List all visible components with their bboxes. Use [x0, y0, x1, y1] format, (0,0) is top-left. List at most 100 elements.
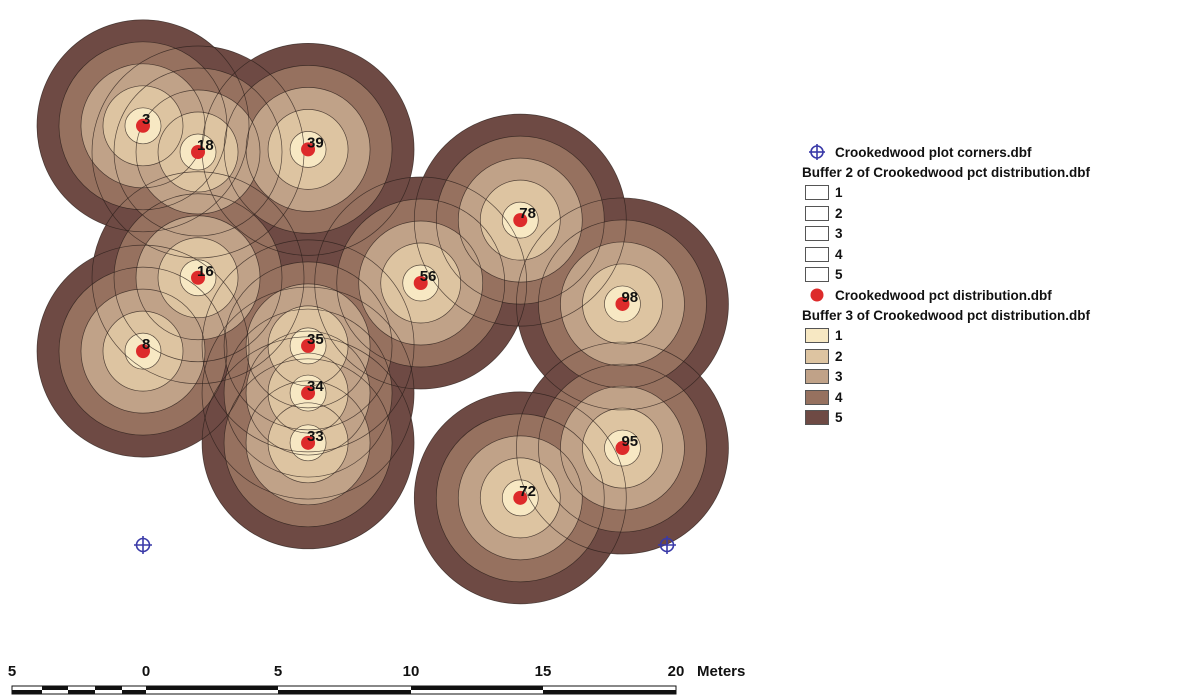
buffer-outline-2 [267, 109, 349, 190]
buffer-outline-2 [582, 407, 663, 489]
buffer-outline-4 [223, 358, 393, 528]
legend-buffer2-class-2: 2 [802, 203, 1182, 224]
buffer-outline-1 [604, 429, 641, 467]
buffer-2-outline-layer [36, 19, 729, 605]
buffer-outline-3 [245, 87, 371, 212]
scale-segment [68, 690, 95, 694]
scale-tick-label: 0 [142, 663, 150, 680]
buffer-outline-4 [223, 308, 393, 478]
buffer-outline-1 [124, 332, 162, 370]
plot-corner-icon [134, 536, 152, 554]
distribution-point [615, 296, 630, 311]
legend-buffer2-class-label: 4 [835, 246, 843, 262]
legend-buffer2-class-label: 5 [835, 267, 843, 283]
distribution-point [301, 142, 316, 157]
scale-bar: 5 0 5 10 15 20 Meters [8, 663, 745, 695]
buffer-outline-2 [102, 310, 184, 392]
buffer-outline-5 [516, 341, 729, 555]
scale-segment [122, 690, 146, 694]
buffer-outline-5 [314, 176, 528, 390]
buffer-outline-1 [604, 285, 641, 323]
buffer-outline-3 [80, 288, 206, 414]
buffer-outline-1 [289, 131, 327, 168]
point-label: 16 [197, 263, 214, 280]
buffer-map: 3 18 39 16 56 78 98 8 35 34 33 95 72 [36, 19, 729, 605]
buffer-outline-2 [479, 457, 561, 539]
legend-buffer2-swatch [805, 226, 829, 242]
buffer-outline-3 [560, 241, 685, 367]
legend-buffer2-classes: 1 2 3 4 5 [802, 183, 1182, 286]
scale-segment [95, 686, 122, 690]
buffer-outline-4 [538, 363, 707, 533]
legend-buffer3-swatch [805, 369, 829, 385]
legend-buffer3-swatch [805, 328, 829, 344]
buffer-outline-1 [501, 201, 539, 239]
legend-buffer2-class-label: 1 [835, 185, 843, 201]
legend-buffer3-class-1: 1 [802, 326, 1182, 347]
distribution-point [136, 344, 150, 359]
scale-tick-label: 5 [274, 663, 282, 680]
legend-buffer3-class-label: 3 [835, 369, 843, 385]
buffer-outline-4 [113, 67, 283, 237]
legend-points-label: Crookedwood pct distribution.dbf [835, 287, 1052, 303]
buffer-outline-4 [113, 193, 283, 363]
legend-buffer3-class-label: 2 [835, 348, 843, 364]
buffer-outline-1 [289, 424, 327, 462]
point-label: 72 [519, 483, 536, 500]
distribution-point [301, 338, 316, 353]
legend-buffer2-swatch [805, 205, 829, 221]
legend-buffer3-swatch [805, 389, 829, 405]
legend-buffer3-class-2: 2 [802, 346, 1182, 367]
legend-buffer2-class-5: 5 [802, 265, 1182, 286]
distribution-point [513, 490, 528, 505]
distribution-points-layer: 3 18 39 16 56 78 98 8 35 34 33 95 72 [136, 111, 638, 505]
buffer-outline-4 [223, 261, 393, 431]
point-label: 34 [307, 378, 324, 395]
legend-buffer2-class-label: 2 [835, 205, 843, 221]
buffer-outline-5 [36, 244, 250, 458]
buffer-outline-5 [201, 336, 415, 550]
legend-buffer3-swatch [805, 410, 829, 426]
point-label: 98 [621, 289, 638, 306]
red-dot-icon [810, 288, 824, 302]
buffer-outline-3 [245, 283, 371, 409]
buffer-outline-5 [201, 286, 415, 500]
legend-buffer3-class-label: 4 [835, 389, 843, 405]
buffer-outline-4 [58, 41, 228, 211]
distribution-point [191, 270, 206, 285]
point-label: 33 [307, 428, 324, 445]
scale-segment [543, 690, 676, 694]
map-legend: Crookedwood plot corners.dbf Buffer 2 of… [802, 142, 1182, 428]
legend-buffer3-class-3: 3 [802, 367, 1182, 388]
scale-bar-segments [11, 685, 677, 695]
buffer-outline-5 [516, 197, 729, 411]
plot-corners-layer [134, 536, 676, 554]
legend-buffer2-class-4: 4 [802, 244, 1182, 265]
scale-units-label: Meters [697, 663, 745, 680]
buffer-outline-5 [36, 19, 250, 233]
legend-buffer3-class-label: 1 [835, 328, 843, 344]
buffer-outline-3 [245, 380, 371, 506]
legend-points-entry: Crookedwood pct distribution.dbf [802, 285, 1182, 306]
buffer-outline-1 [501, 479, 539, 517]
legend-buffer2-swatch [805, 185, 829, 201]
point-label: 95 [621, 433, 638, 450]
scale-tick-label: 15 [535, 663, 552, 680]
buffer-outline-1 [289, 327, 327, 365]
scale-tick-label: 10 [403, 663, 420, 680]
distribution-point [615, 441, 630, 456]
legend-buffer2-title: Buffer 2 of Crookedwood pct distribution… [802, 164, 1090, 180]
legend-buffer2-class-label: 3 [835, 226, 843, 242]
legend-buffer3-title: Buffer 3 of Crookedwood pct distribution… [802, 307, 1090, 323]
buffer-outline-2 [479, 179, 561, 261]
buffer-outline-2 [267, 352, 349, 434]
legend-buffer2-swatch [805, 267, 829, 283]
buffer-outline-2 [102, 85, 184, 167]
point-label: 18 [197, 137, 214, 154]
buffer-outline-2 [157, 111, 239, 193]
scale-segment [42, 686, 68, 690]
buffer-outline-2 [380, 242, 462, 324]
crosshair-icon [809, 144, 825, 161]
scale-bar-outline [11, 685, 677, 695]
scale-tick-label: 5 [8, 663, 16, 680]
